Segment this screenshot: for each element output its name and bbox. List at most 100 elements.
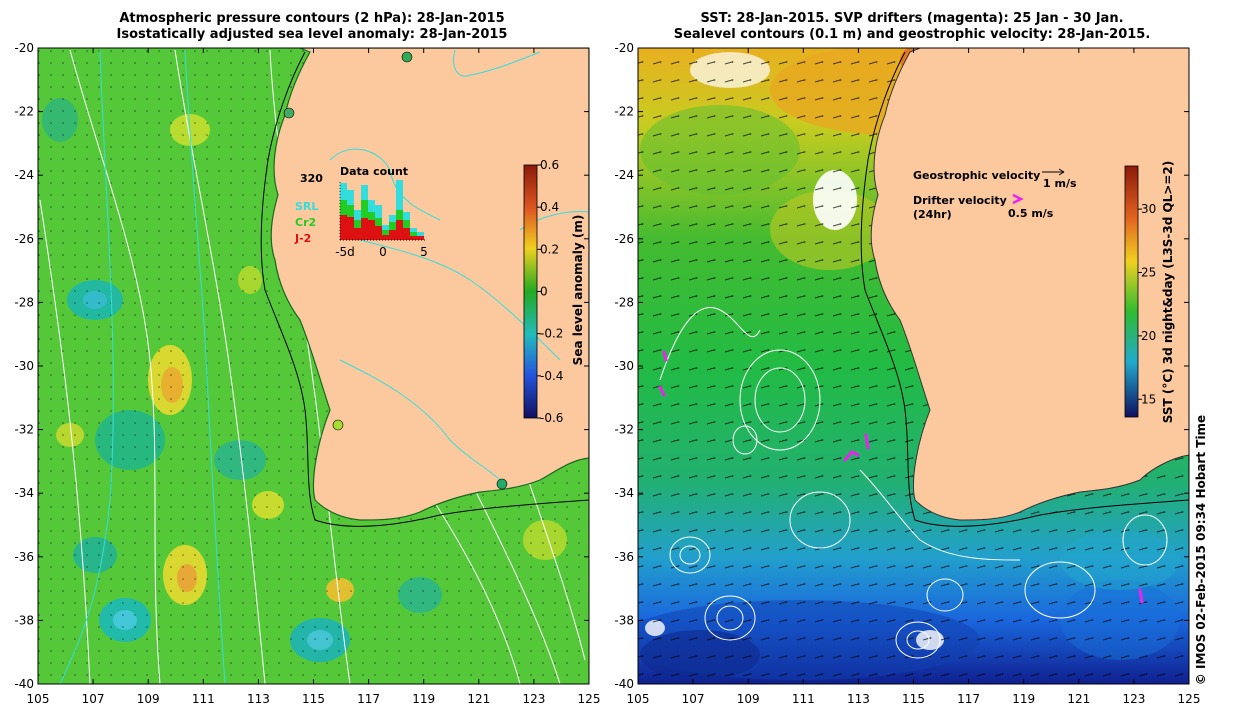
inset-xtick-0: 0 bbox=[379, 245, 387, 259]
x-tick-label: 125 bbox=[1178, 692, 1201, 706]
y-tick-label: -28 bbox=[614, 295, 634, 309]
right-title-line1: SST: 28-Jan-2015. SVP drifters (magenta)… bbox=[700, 11, 1123, 26]
sst-colorbar-bar bbox=[1124, 165, 1139, 418]
x-tick-label: 109 bbox=[737, 692, 760, 706]
sla-colorbar: 0.6 0.4 0.2 0 -0.2 -0.4 -0.6 Sea level anomaly… bbox=[523, 158, 585, 425]
inset-xtick-neg5: -5d bbox=[335, 245, 355, 259]
sla-colorbar-bar bbox=[523, 164, 538, 419]
sla-colorbar-label: Sea level anomaly (m) bbox=[571, 215, 585, 366]
y-tick-label: -34 bbox=[14, 486, 34, 500]
x-tick-label: 125 bbox=[578, 692, 601, 706]
x-tick-label: 115 bbox=[902, 692, 925, 706]
y-tick-label: -20 bbox=[614, 41, 634, 55]
y-tick-label: -40 bbox=[614, 677, 634, 691]
inset-legend-cr2: Cr2 bbox=[295, 216, 316, 229]
x-tick-label: 121 bbox=[1067, 692, 1090, 706]
drifter-chevron-icon bbox=[1012, 193, 1024, 205]
sealevel-contours bbox=[659, 307, 1168, 659]
inset-legend-srl: SRL bbox=[295, 200, 318, 213]
y-tick-label: -22 bbox=[14, 105, 34, 119]
y-tick-label: -30 bbox=[14, 359, 34, 373]
svp-drifters bbox=[658, 350, 1144, 604]
australia-land-right bbox=[870, 48, 1189, 521]
y-tick-label: -20 bbox=[14, 41, 34, 55]
drifter-legend-label-1: Drifter velocity bbox=[913, 194, 1007, 207]
colorbar-tick-label: 0.2 bbox=[540, 242, 559, 256]
x-tick-label: 105 bbox=[27, 692, 50, 706]
colorbar-tick-label: 0 bbox=[540, 285, 548, 299]
y-tick-label: -22 bbox=[614, 105, 634, 119]
colorbar-tick-label: 0.6 bbox=[540, 158, 559, 172]
x-tick-label: 119 bbox=[412, 692, 435, 706]
x-tick-label: 119 bbox=[1012, 692, 1035, 706]
geostrophic-legend-label: Geostrophic velocity bbox=[913, 169, 1040, 182]
x-tick-label: 107 bbox=[82, 692, 105, 706]
colorbar-tick-label: 20 bbox=[1141, 329, 1156, 343]
velocity-legend: Geostrophic velocity 1 m/s Drifter veloc… bbox=[913, 168, 1077, 221]
right-x-axis: 105 107 109 111 113 115 117 119 121 123 125 bbox=[627, 48, 1201, 706]
x-tick-label: 107 bbox=[682, 692, 705, 706]
drifter-legend-label-2: (24hr) bbox=[913, 208, 952, 221]
x-tick-label: 115 bbox=[302, 692, 325, 706]
colorbar-tick-label: -0.2 bbox=[540, 327, 563, 341]
x-tick-label: 111 bbox=[192, 692, 215, 706]
imos-credit: © IMOS 02-Feb-2015 09:34 Hobart Time bbox=[1194, 415, 1208, 685]
data-count-inset: Data count 320 -5d 0 5 SRL C bbox=[294, 165, 428, 259]
y-tick-label: -36 bbox=[14, 550, 34, 564]
australia-land-left bbox=[270, 48, 589, 521]
left-map-panel: Atmospheric pressure contours (2 hPa): 2… bbox=[14, 11, 600, 706]
tide-gauges bbox=[283, 51, 508, 490]
x-tick-label: 109 bbox=[137, 692, 160, 706]
y-tick-label: -32 bbox=[14, 423, 34, 437]
right-y-axis: -20 -22 -24 -26 -28 -30 -32 -34 -36 -38 -40 bbox=[614, 41, 1189, 691]
colorbar-tick-label: 0.4 bbox=[540, 200, 559, 214]
shelf-edge-right bbox=[860, 51, 1189, 527]
y-tick-label: -38 bbox=[614, 613, 634, 627]
x-tick-label: 113 bbox=[247, 692, 270, 706]
right-map-panel: SST: 28-Jan-2015. SVP drifters (magenta)… bbox=[614, 11, 1200, 706]
y-tick-label: -30 bbox=[614, 359, 634, 373]
inset-xtick-5: 5 bbox=[420, 245, 428, 259]
x-tick-label: 121 bbox=[467, 692, 490, 706]
inset-legend-j2: J-2 bbox=[294, 232, 311, 245]
x-tick-label: 123 bbox=[522, 692, 545, 706]
drifter-scale-label: 0.5 m/s bbox=[1008, 207, 1054, 220]
shelf-edge-left bbox=[260, 51, 589, 527]
sst-colorbar-label: SST (°C) 3d night&day (L3S-3d QL>=2) bbox=[1161, 161, 1175, 424]
colorbar-tick-label: 15 bbox=[1141, 392, 1156, 406]
inset-max-label: 320 bbox=[300, 172, 323, 185]
left-title-line2: Isostatically adjusted sea level anomaly… bbox=[117, 27, 508, 42]
y-tick-label: -28 bbox=[14, 295, 34, 309]
colorbar-tick-label: 25 bbox=[1141, 265, 1156, 279]
x-tick-label: 123 bbox=[1122, 692, 1145, 706]
left-title-line1: Atmospheric pressure contours (2 hPa): 2… bbox=[119, 11, 504, 26]
y-tick-label: -24 bbox=[614, 168, 634, 182]
colorbar-tick-label: 30 bbox=[1141, 202, 1156, 216]
y-tick-label: -26 bbox=[14, 232, 34, 246]
x-tick-label: 117 bbox=[957, 692, 980, 706]
y-tick-label: -32 bbox=[614, 423, 634, 437]
geostrophic-scale-label: 1 m/s bbox=[1043, 177, 1077, 190]
sla-colorbar-ticks: 0.6 0.4 0.2 0 -0.2 -0.4 -0.6 bbox=[537, 158, 563, 425]
y-tick-label: -24 bbox=[14, 168, 34, 182]
y-tick-label: -34 bbox=[614, 486, 634, 500]
colorbar-tick-label: -0.4 bbox=[540, 369, 563, 383]
isobath-contours bbox=[59, 49, 226, 684]
inset-title: Data count bbox=[340, 165, 408, 178]
y-tick-label: -36 bbox=[614, 550, 634, 564]
left-x-axis: 105 107 109 111 113 115 117 119 121 123 125 bbox=[27, 48, 601, 706]
arrowhead-icon bbox=[1058, 168, 1065, 176]
inset-bars bbox=[340, 180, 424, 240]
x-tick-label: 113 bbox=[847, 692, 870, 706]
right-title-line2: Sealevel contours (0.1 m) and geostrophi… bbox=[674, 27, 1151, 42]
x-tick-label: 105 bbox=[627, 692, 650, 706]
colorbar-tick-label: -0.6 bbox=[540, 411, 563, 425]
y-tick-label: -26 bbox=[614, 232, 634, 246]
x-tick-label: 111 bbox=[792, 692, 815, 706]
y-tick-label: -40 bbox=[14, 677, 34, 691]
x-tick-label: 117 bbox=[357, 692, 380, 706]
sst-colorbar-ticks: 30 25 20 15 bbox=[1138, 202, 1156, 406]
left-y-axis: -20 -22 -24 -26 -28 -30 -32 -34 -36 -38 -40 bbox=[14, 41, 589, 691]
sst-colorbar: 30 25 20 15 SST (°C) 3d night&day (L3S-3d Q… bbox=[1124, 161, 1175, 424]
